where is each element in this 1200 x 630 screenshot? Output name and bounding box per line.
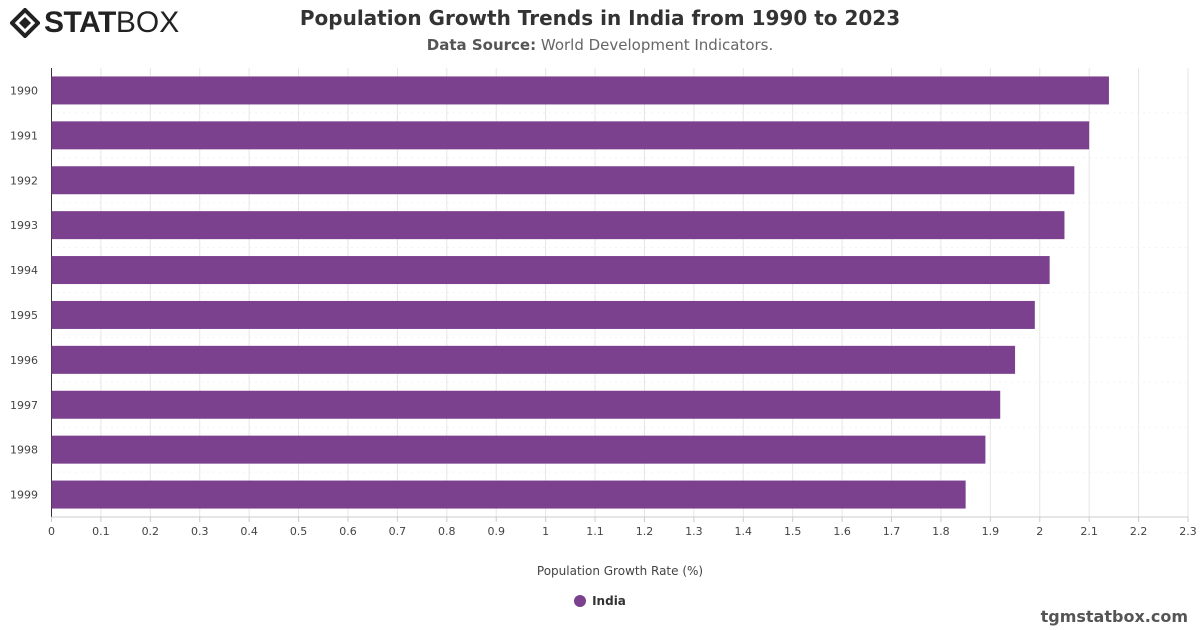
chart-subtitle: Data Source: World Development Indicator… [0,36,1200,54]
legend: India [0,594,1200,608]
legend-item-india[interactable]: India [592,594,626,608]
x-tick-label: 0.4 [240,525,258,538]
logo-text-light: BOX [115,6,180,39]
x-tick-label: 1.4 [735,525,753,538]
legend-marker-icon[interactable] [574,595,587,607]
x-tick-label: 2.3 [1179,525,1197,538]
x-tick-label: 1 [542,525,549,538]
x-tick-label: 0.3 [191,525,209,538]
chart-title: Population Growth Trends in India from 1… [299,6,901,30]
subtitle-label: Data Source: [426,36,537,54]
y-tick-label: 1994 [10,264,38,277]
x-tick-label: 1.1 [586,525,604,538]
x-tick-label: 1.2 [636,525,654,538]
x-tick-label: 0.9 [487,525,505,538]
x-tick-label: 1.7 [883,525,901,538]
bar-1992[interactable] [51,166,1075,195]
x-tick-label: 2.2 [1130,525,1148,538]
x-tick-label: 1.6 [833,525,851,538]
bar-1999[interactable] [51,480,966,509]
x-tick-label: 2 [1036,525,1043,538]
y-tick-label: 1990 [10,84,38,97]
y-tick-label: 1997 [10,399,38,412]
diamond-logo-icon [10,8,40,38]
x-tick-label: 1.3 [685,525,703,538]
bar-1997[interactable] [51,390,1001,419]
x-tick-label: 2.1 [1080,525,1098,538]
bar-1991[interactable] [51,121,1090,150]
x-tick-label: 0.5 [290,525,308,538]
bar-1990[interactable] [51,76,1109,105]
y-tick-label: 1995 [10,309,38,322]
x-tick-label: 0.7 [389,525,407,538]
statbox-logo: STATBOX [10,6,179,40]
y-tick-label: 1999 [10,489,38,502]
bar-1995[interactable] [51,300,1035,329]
footer-site: tgmstatbox.com [1040,607,1188,626]
subtitle-value: World Development Indicators. [540,36,774,54]
x-tick-label: 1.8 [932,525,950,538]
x-tick-label: 0.8 [438,525,456,538]
bar-1993[interactable] [51,211,1065,240]
bar-1996[interactable] [51,345,1016,374]
y-tick-label: 1991 [10,129,38,142]
x-tick-label: 1.5 [784,525,802,538]
x-tick-label: 0.1 [92,525,110,538]
y-tick-label: 1992 [10,174,38,187]
x-tick-label: 1.9 [982,525,1000,538]
y-tick-label: 1998 [10,444,38,457]
bar-1998[interactable] [51,435,986,464]
x-tick-label: 0 [48,525,55,538]
logo-text-bold: STAT [44,6,116,39]
y-tick-label: 1996 [10,354,38,367]
x-axis-label: Population Growth Rate (%) [537,564,703,578]
x-tick-label: 0.6 [339,525,357,538]
x-tick-label: 0.2 [142,525,160,538]
bar-1994[interactable] [51,256,1050,285]
y-tick-label: 1993 [10,219,38,232]
